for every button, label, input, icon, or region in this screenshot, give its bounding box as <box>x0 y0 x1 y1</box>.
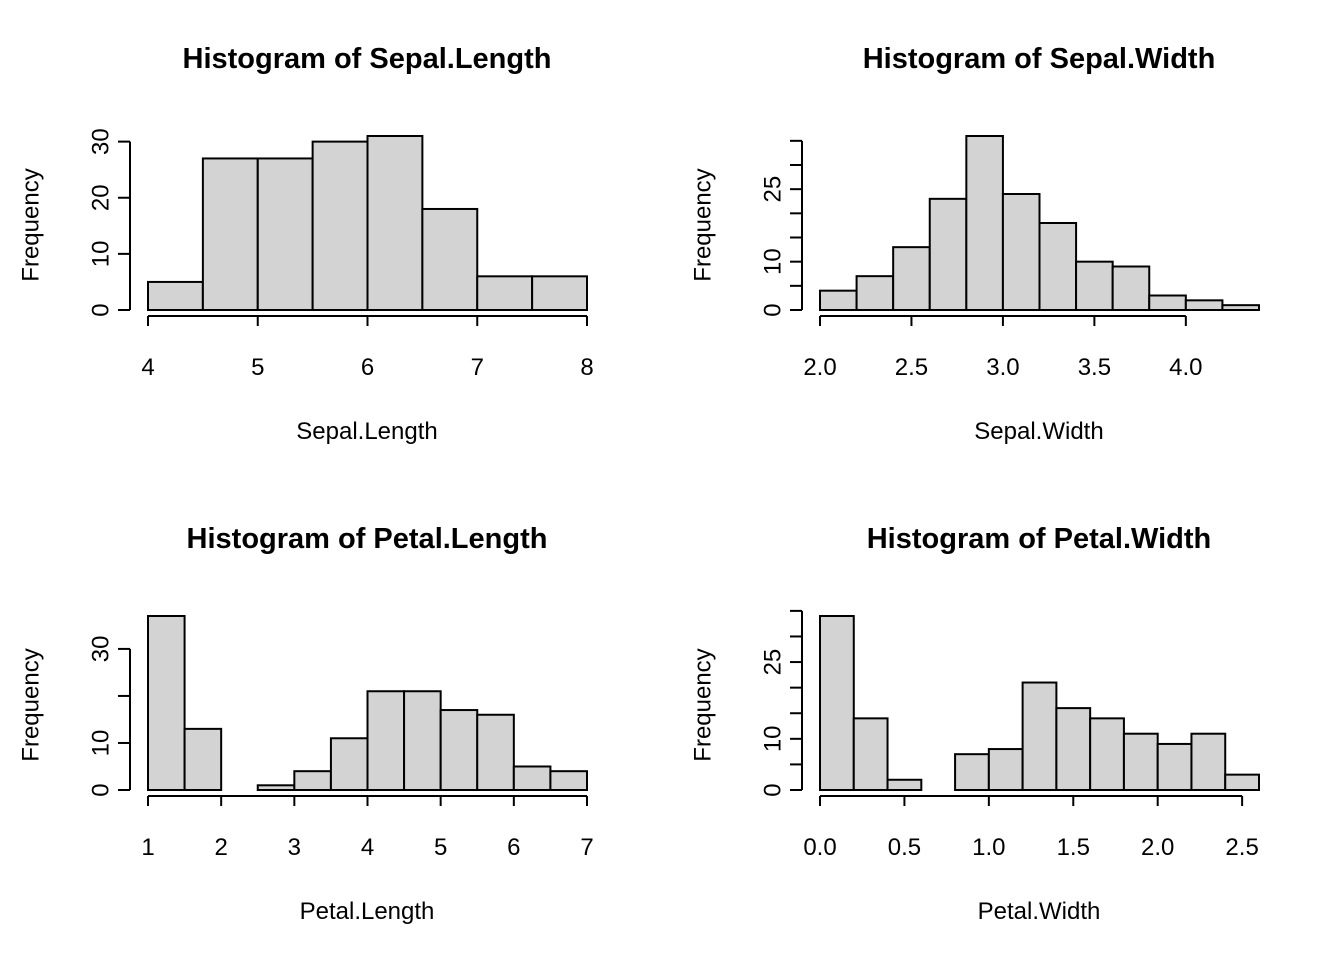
x-tick-label: 4 <box>141 354 154 381</box>
x-tick-label: 3.5 <box>1078 354 1111 381</box>
histogram-bar <box>256 157 314 311</box>
histogram-bar <box>147 615 186 791</box>
histogram-bar <box>183 727 223 792</box>
x-tick-label: 7 <box>471 354 484 381</box>
y-tick-label: 30 <box>87 636 114 663</box>
x-tick-label: 3 <box>288 834 301 861</box>
histogram-bar <box>886 778 923 792</box>
histogram-bar <box>987 748 1024 792</box>
histogram-bar <box>366 135 424 311</box>
histogram-bar <box>293 770 332 792</box>
x-axis-title: Petal.Length <box>300 898 435 925</box>
x-tick-label: 1.0 <box>972 834 1005 861</box>
histogram-bar <box>852 717 889 792</box>
y-tick-label: 25 <box>759 649 786 676</box>
histogram-bar <box>549 770 589 792</box>
x-tick-label: 2.5 <box>895 354 928 381</box>
histogram-bar <box>421 207 479 311</box>
x-tick-label: 4.0 <box>1169 354 1202 381</box>
histogram-bar <box>1156 742 1193 791</box>
x-tick-label: 8 <box>580 354 593 381</box>
chart-title: Histogram of Petal.Width <box>867 523 1212 555</box>
histogram-bar <box>965 135 1004 311</box>
histogram-bar <box>366 690 406 791</box>
histogram-bar <box>892 246 931 312</box>
y-tick-label: 0 <box>87 303 114 316</box>
histogram-bar <box>1111 265 1151 311</box>
histogram-bar <box>531 275 588 311</box>
histogram-bar <box>819 615 855 791</box>
histogram-bar <box>819 289 858 311</box>
x-tick-label: 6 <box>361 354 374 381</box>
histogram-bar <box>1001 193 1041 311</box>
x-tick-label: 2.0 <box>803 354 836 381</box>
y-tick-label: 0 <box>759 303 786 316</box>
y-tick-label: 0 <box>87 783 114 796</box>
x-tick-label: 5 <box>251 354 264 381</box>
y-tick-label: 0 <box>759 783 786 796</box>
x-tick-label: 7 <box>580 834 593 861</box>
x-axis-title: Petal.Width <box>978 898 1101 925</box>
histogram-bar <box>256 784 296 792</box>
x-tick-label: 0.5 <box>888 834 921 861</box>
histogram-bar <box>954 753 990 791</box>
y-tick-label: 10 <box>759 248 786 275</box>
x-tick-label: 2 <box>214 834 227 861</box>
y-axis-title: Frequency <box>17 648 44 761</box>
panel-3: Histogram of Petal.Length 1 2 3 4 5 6 7 0 10 30 Pet… <box>17 523 593 925</box>
y-axis-title: Frequency <box>689 648 716 761</box>
histogram-bar <box>1021 681 1058 792</box>
panel-1: Histogram of Sepal.Length 4 5 6 7 8 0 10 20 30 Sep… <box>17 43 593 445</box>
panel-4: Histogram of Petal.Width 0.0 0.5 1.0 1.5 2.0 2… <box>689 523 1260 925</box>
histogram-bar <box>1122 732 1159 791</box>
histogram-bar <box>403 690 442 791</box>
x-tick-label: 2.0 <box>1141 834 1174 861</box>
histogram-bar <box>311 140 369 311</box>
histogram-bar <box>928 197 968 311</box>
histogram-bar <box>512 765 552 792</box>
histogram-bar <box>1148 294 1187 311</box>
y-tick-label: 30 <box>87 128 114 155</box>
panel-2: Histogram of Sepal.Width 2.0 2.5 3.0 3.5 4.0 0… <box>689 43 1260 445</box>
histogram-bar <box>855 275 895 311</box>
y-tick-label: 10 <box>759 725 786 752</box>
histogram-bar <box>1075 260 1114 311</box>
histogram-bar <box>1038 222 1078 311</box>
histogram-bar <box>1190 732 1227 791</box>
histogram-bar <box>1055 707 1092 792</box>
x-tick-label: 3.0 <box>986 354 1019 381</box>
y-tick-label: 25 <box>759 176 786 203</box>
x-axis-title: Sepal.Length <box>296 418 437 445</box>
x-axis-title: Sepal.Width <box>974 418 1103 445</box>
x-tick-label: 4 <box>361 834 374 861</box>
y-axis-title: Frequency <box>689 168 716 281</box>
x-tick-label: 2.5 <box>1225 834 1258 861</box>
x-tick-label: 0.0 <box>803 834 836 861</box>
histogram-bar <box>1224 773 1260 791</box>
chart-title: Histogram of Sepal.Length <box>183 43 552 75</box>
histogram-bar <box>476 275 534 311</box>
histogram-bar <box>329 737 369 791</box>
y-tick-label: 10 <box>87 730 114 757</box>
x-tick-label: 1.5 <box>1057 834 1090 861</box>
histogram-bar <box>147 280 204 312</box>
y-tick-label: 20 <box>87 184 114 211</box>
y-axis-title: Frequency <box>17 168 44 281</box>
x-tick-label: 1 <box>141 834 154 861</box>
histogram-bar <box>476 713 515 792</box>
x-tick-label: 5 <box>434 834 447 861</box>
chart-title: Histogram of Petal.Length <box>187 523 548 555</box>
histogram-bar <box>439 709 479 792</box>
histogram-bar <box>1089 717 1125 792</box>
chart-title: Histogram of Sepal.Width <box>863 43 1216 75</box>
histogram-bar <box>201 157 259 311</box>
y-tick-label: 10 <box>87 241 114 268</box>
histogram-bar <box>1184 299 1224 312</box>
histogram-bar <box>1221 304 1260 311</box>
x-tick-label: 6 <box>507 834 520 861</box>
